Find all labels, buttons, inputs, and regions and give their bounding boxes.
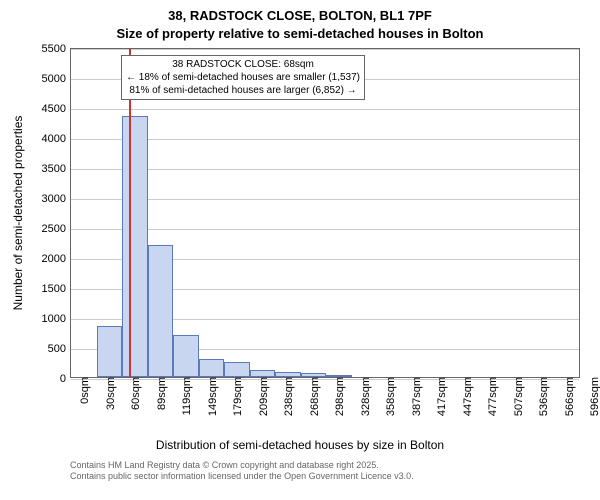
annotation-line2: ← 18% of semi-detached houses are smalle… xyxy=(126,71,360,84)
x-tick-label: 328sqm xyxy=(356,377,372,416)
histogram-bar xyxy=(199,359,225,377)
y-tick-label: 3000 xyxy=(42,193,71,205)
grid-line xyxy=(71,109,579,110)
histogram-bar xyxy=(148,245,174,377)
annotation-box: 38 RADSTOCK CLOSE: 68sqm ← 18% of semi-d… xyxy=(121,55,365,100)
x-tick-label: 596sqm xyxy=(585,377,600,416)
x-tick-label: 507sqm xyxy=(509,377,525,416)
plot-area: 38 RADSTOCK CLOSE: 68sqm ← 18% of semi-d… xyxy=(70,48,580,378)
y-tick-label: 1500 xyxy=(42,283,71,295)
annotation-line3: 81% of semi-detached houses are larger (… xyxy=(126,84,360,97)
histogram-bar xyxy=(173,335,199,377)
chart-title-line2: Size of property relative to semi-detach… xyxy=(0,26,600,41)
grid-line xyxy=(71,379,579,380)
y-tick-label: 0 xyxy=(60,373,71,385)
chart-title-line1: 38, RADSTOCK CLOSE, BOLTON, BL1 7PF xyxy=(0,8,600,23)
histogram-bar xyxy=(97,326,123,377)
x-axis-label: Distribution of semi-detached houses by … xyxy=(0,438,600,452)
histogram-bar xyxy=(224,362,250,377)
x-tick-label: 536sqm xyxy=(534,377,550,416)
histogram-bar xyxy=(122,116,148,377)
y-tick-label: 4500 xyxy=(42,103,71,115)
x-tick-label: 566sqm xyxy=(560,377,576,416)
y-tick-label: 4000 xyxy=(42,133,71,145)
x-tick-label: 209sqm xyxy=(254,377,270,416)
credit-line2: Contains public sector information licen… xyxy=(70,471,414,482)
x-tick-label: 298sqm xyxy=(330,377,346,416)
credit-text: Contains HM Land Registry data © Crown c… xyxy=(70,460,414,482)
x-tick-label: 60sqm xyxy=(126,377,142,410)
x-tick-label: 149sqm xyxy=(203,377,219,416)
x-tick-label: 477sqm xyxy=(483,377,499,416)
x-tick-label: 268sqm xyxy=(305,377,321,416)
x-tick-label: 119sqm xyxy=(177,377,193,415)
x-tick-label: 417sqm xyxy=(432,377,448,416)
grid-line xyxy=(71,49,579,50)
y-tick-label: 5500 xyxy=(42,43,71,55)
y-tick-label: 1000 xyxy=(42,313,71,325)
x-tick-label: 358sqm xyxy=(381,377,397,416)
credit-line1: Contains HM Land Registry data © Crown c… xyxy=(70,460,414,471)
y-tick-label: 500 xyxy=(48,343,71,355)
x-tick-label: 30sqm xyxy=(101,377,117,410)
y-tick-label: 3500 xyxy=(42,163,71,175)
y-tick-label: 5000 xyxy=(42,73,71,85)
x-tick-label: 89sqm xyxy=(152,377,168,410)
y-tick-label: 2000 xyxy=(42,253,71,265)
y-tick-label: 2500 xyxy=(42,223,71,235)
chart-container: 38, RADSTOCK CLOSE, BOLTON, BL1 7PF Size… xyxy=(0,0,600,500)
x-tick-label: 238sqm xyxy=(279,377,295,416)
histogram-bar xyxy=(250,370,276,377)
annotation-line1: 38 RADSTOCK CLOSE: 68sqm xyxy=(126,58,360,71)
y-axis-label: Number of semi-detached properties xyxy=(11,116,25,311)
x-tick-label: 0sqm xyxy=(75,377,91,404)
x-tick-label: 387sqm xyxy=(407,377,423,416)
x-tick-label: 447sqm xyxy=(458,377,474,416)
x-tick-label: 179sqm xyxy=(228,377,244,416)
